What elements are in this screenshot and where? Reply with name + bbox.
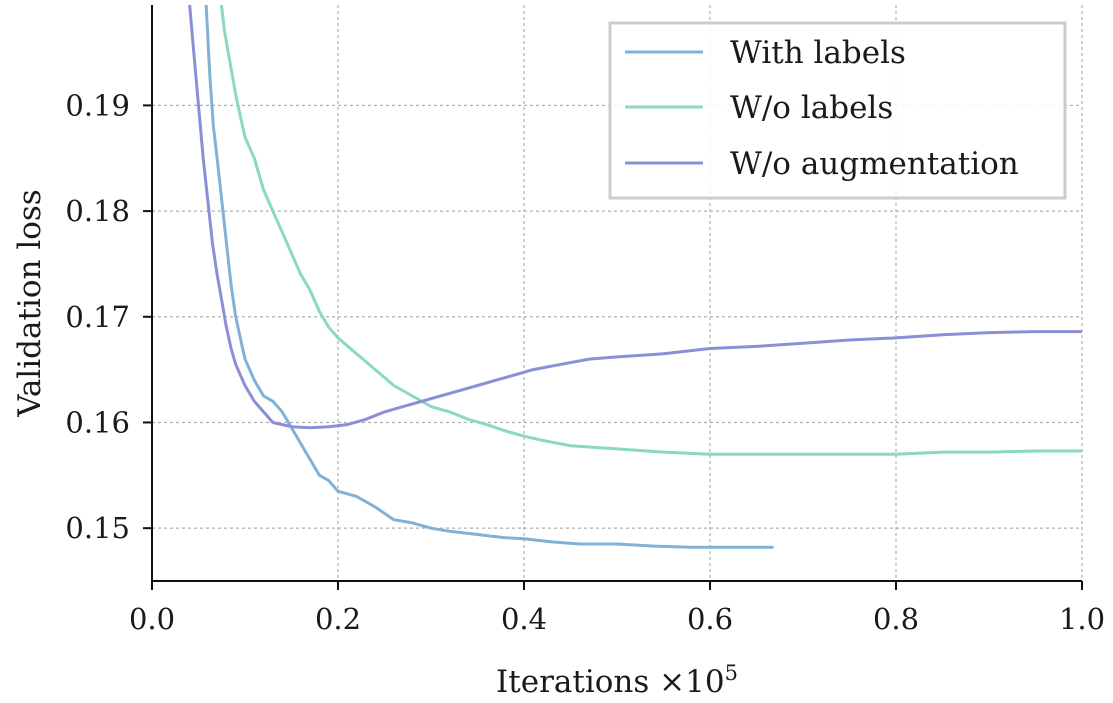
y-tick-label: 0.16 <box>65 405 130 439</box>
x-tick-label: 0.0 <box>129 602 175 636</box>
y-axis-label: Validation loss <box>12 189 48 417</box>
y-tick-label: 0.17 <box>65 300 130 334</box>
legend-label-with-labels: With labels <box>730 35 906 71</box>
x-axis-label-exponent: 5 <box>725 661 738 685</box>
y-tick-label: 0.15 <box>65 511 130 545</box>
legend: With labels W/o labels W/o augmentation <box>608 21 1067 200</box>
x-axis-label-text: Iterations ×10 <box>496 664 725 700</box>
x-tick-label: 1.0 <box>1059 602 1105 636</box>
x-tick-label: 0.6 <box>687 602 733 636</box>
series-line-0 <box>204 5 774 549</box>
x-tick-label: 0.8 <box>873 602 919 636</box>
legend-label-wo-labels: W/o labels <box>730 90 893 126</box>
axes <box>151 5 1082 582</box>
series-layer <box>188 5 1082 549</box>
legend-label-wo-augmentation: W/o augmentation <box>730 146 1019 182</box>
y-tick-label: 0.18 <box>65 194 130 228</box>
y-tick-label: 0.19 <box>65 88 130 122</box>
series-line-2 <box>188 5 1082 430</box>
series-line-1 <box>219 5 1082 456</box>
x-axis-label: Iterations ×105 <box>496 661 738 700</box>
ticks: 0.0 0.2 0.4 0.6 0.8 1.0 0.15 0.16 0.17 0.18 0.19 <box>65 88 1105 636</box>
x-tick-label: 0.2 <box>315 602 361 636</box>
x-tick-label: 0.4 <box>501 602 547 636</box>
